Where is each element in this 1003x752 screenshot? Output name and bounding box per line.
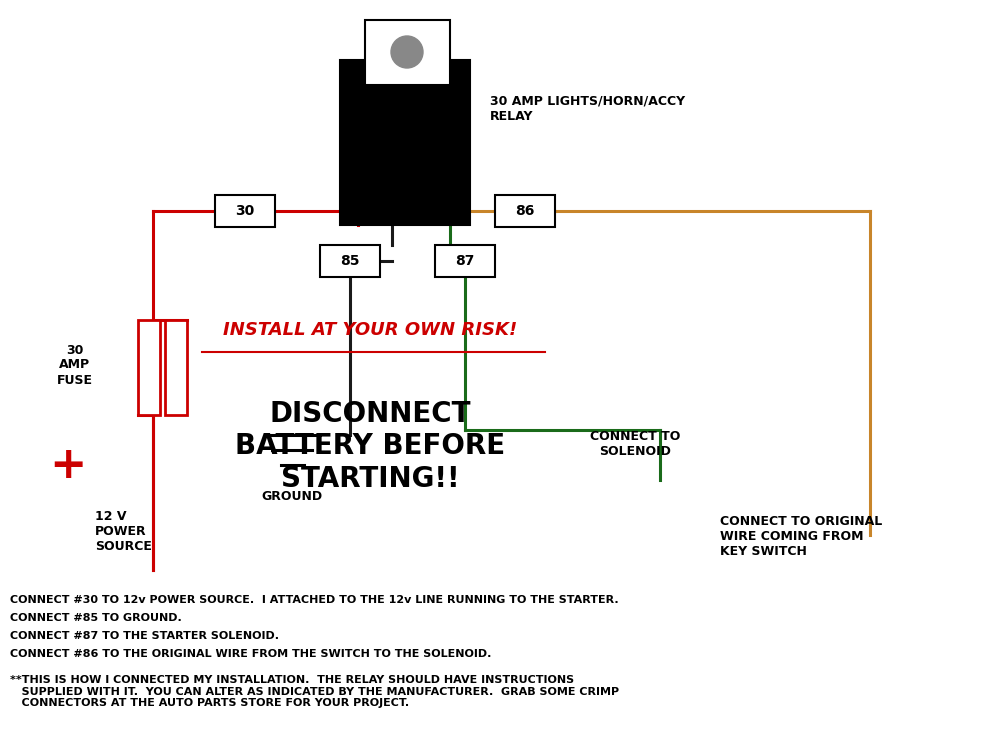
Text: CONNECT #87 TO THE STARTER SOLENOID.: CONNECT #87 TO THE STARTER SOLENOID. bbox=[10, 631, 279, 641]
Text: DISCONNECT
BATTERY BEFORE
STARTING!!: DISCONNECT BATTERY BEFORE STARTING!! bbox=[235, 400, 505, 493]
Bar bbox=[434, 245, 494, 277]
Text: 86: 86 bbox=[515, 204, 535, 218]
Text: +: + bbox=[49, 444, 86, 487]
Text: 12 V
POWER
SOURCE: 12 V POWER SOURCE bbox=[95, 510, 151, 553]
Bar bbox=[215, 195, 275, 227]
Text: 30
AMP
FUSE: 30 AMP FUSE bbox=[57, 344, 93, 387]
Text: -: - bbox=[306, 411, 313, 429]
Bar bbox=[340, 60, 469, 225]
Text: CONNECT #30 TO 12v POWER SOURCE.  I ATTACHED TO THE 12v LINE RUNNING TO THE STAR: CONNECT #30 TO 12v POWER SOURCE. I ATTAC… bbox=[10, 595, 618, 605]
Text: CONNECT #85 TO GROUND.: CONNECT #85 TO GROUND. bbox=[10, 613, 182, 623]
Bar bbox=[365, 20, 449, 85]
Text: GROUND: GROUND bbox=[261, 490, 322, 503]
Text: 87: 87 bbox=[454, 254, 474, 268]
Text: CONNECT TO
SOLENOID: CONNECT TO SOLENOID bbox=[589, 430, 679, 458]
Bar bbox=[164, 320, 187, 415]
Circle shape bbox=[390, 36, 422, 68]
Text: INSTALL AT YOUR OWN RISK!: INSTALL AT YOUR OWN RISK! bbox=[223, 321, 517, 339]
Bar bbox=[137, 320, 159, 415]
Bar bbox=[320, 245, 379, 277]
Text: CONNECT #86 TO THE ORIGINAL WIRE FROM THE SWITCH TO THE SOLENOID.: CONNECT #86 TO THE ORIGINAL WIRE FROM TH… bbox=[10, 649, 490, 659]
Text: **THIS IS HOW I CONNECTED MY INSTALLATION.  THE RELAY SHOULD HAVE INSTRUCTIONS
 : **THIS IS HOW I CONNECTED MY INSTALLATIO… bbox=[10, 675, 619, 708]
Bar bbox=[494, 195, 555, 227]
Text: CONNECT TO ORIGINAL
WIRE COMING FROM
KEY SWITCH: CONNECT TO ORIGINAL WIRE COMING FROM KEY… bbox=[719, 515, 882, 558]
Text: 30 AMP LIGHTS/HORN/ACCY
RELAY: 30 AMP LIGHTS/HORN/ACCY RELAY bbox=[489, 95, 684, 123]
Text: 30: 30 bbox=[235, 204, 255, 218]
Text: 85: 85 bbox=[340, 254, 359, 268]
